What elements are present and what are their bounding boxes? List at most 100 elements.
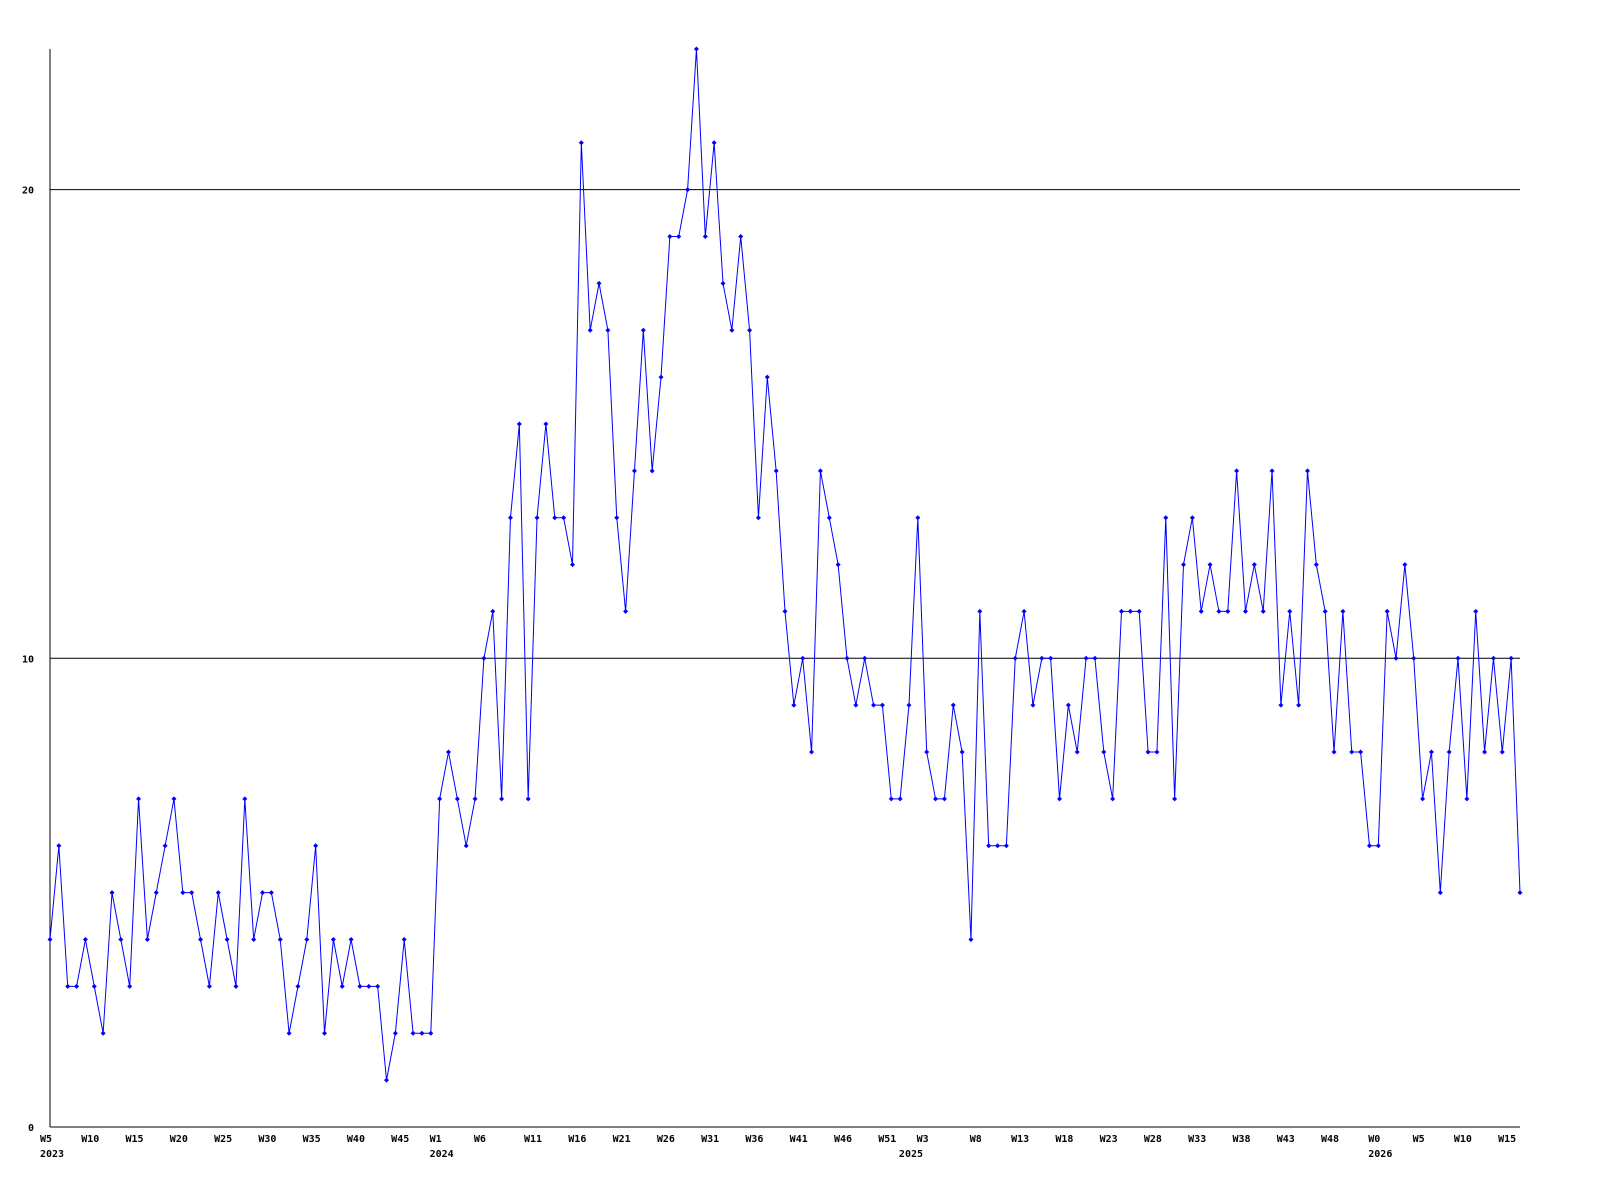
point xyxy=(685,187,691,193)
point xyxy=(755,515,761,521)
point xyxy=(738,233,744,239)
point xyxy=(1287,608,1293,614)
point xyxy=(1021,608,1027,614)
point xyxy=(127,983,133,989)
x-tick-label: W15 xyxy=(1498,1134,1516,1145)
point xyxy=(1296,702,1302,708)
point xyxy=(1101,749,1107,755)
point xyxy=(233,983,239,989)
point xyxy=(136,796,142,802)
point xyxy=(1384,608,1390,614)
x-tick-label: W38 xyxy=(1232,1134,1250,1145)
x-tick-label: W5 xyxy=(1413,1134,1425,1145)
point xyxy=(322,1030,328,1036)
point xyxy=(915,515,921,521)
point xyxy=(109,890,115,896)
point xyxy=(844,655,850,661)
point xyxy=(1251,562,1257,568)
point xyxy=(339,983,345,989)
point xyxy=(596,280,602,286)
point xyxy=(1057,796,1063,802)
point xyxy=(1119,608,1125,614)
x-tick-label: W28 xyxy=(1144,1134,1162,1145)
x-tick-label: W40 xyxy=(347,1134,365,1145)
point xyxy=(1242,608,1248,614)
point xyxy=(472,796,478,802)
x-tick-label: W30 xyxy=(258,1134,276,1145)
point xyxy=(1039,655,1045,661)
point xyxy=(56,843,62,849)
point xyxy=(1393,655,1399,661)
point xyxy=(268,890,274,896)
x-tick-label: W11 xyxy=(524,1134,542,1145)
point xyxy=(1189,515,1195,521)
point xyxy=(773,468,779,474)
point xyxy=(428,1030,434,1036)
x-tick-label: W18 xyxy=(1055,1134,1073,1145)
point xyxy=(569,562,575,568)
x-tick-label: W21 xyxy=(613,1134,631,1145)
y-tick-label: 0 xyxy=(28,1123,34,1134)
point xyxy=(384,1077,390,1083)
point xyxy=(357,983,363,989)
point xyxy=(1490,655,1496,661)
year-label: 2026 xyxy=(1368,1149,1392,1160)
point xyxy=(986,843,992,849)
x-tick-label: W6 xyxy=(474,1134,486,1145)
point xyxy=(499,796,505,802)
point xyxy=(375,983,381,989)
point xyxy=(490,608,496,614)
point xyxy=(1234,468,1240,474)
x-tick-label: W41 xyxy=(790,1134,808,1145)
point xyxy=(392,1030,398,1036)
point xyxy=(640,327,646,333)
point xyxy=(295,983,301,989)
point xyxy=(1340,608,1346,614)
point xyxy=(959,749,965,755)
point xyxy=(782,608,788,614)
x-tick-label: W3 xyxy=(917,1134,929,1145)
point xyxy=(454,796,460,802)
point xyxy=(1074,749,1080,755)
point xyxy=(313,843,319,849)
year-label: 2023 xyxy=(40,1149,64,1160)
point xyxy=(419,1030,425,1036)
point xyxy=(1269,468,1275,474)
point xyxy=(720,280,726,286)
x-tick-label: W35 xyxy=(303,1134,321,1145)
point xyxy=(1180,562,1186,568)
point xyxy=(206,983,212,989)
point xyxy=(91,983,97,989)
point xyxy=(933,796,939,802)
point xyxy=(1092,655,1098,661)
point xyxy=(445,749,451,755)
point xyxy=(47,937,53,943)
point xyxy=(1375,843,1381,849)
point xyxy=(100,1030,106,1036)
line xyxy=(49,48,1521,1081)
point xyxy=(835,562,841,568)
point xyxy=(711,140,717,146)
point xyxy=(1366,843,1372,849)
point xyxy=(1437,890,1443,896)
point xyxy=(153,890,159,896)
x-tick-label: W0 xyxy=(1368,1134,1380,1145)
point xyxy=(525,796,531,802)
x-tick-label: W13 xyxy=(1011,1134,1029,1145)
point xyxy=(897,796,903,802)
x-tick-label: W8 xyxy=(970,1134,982,1145)
point xyxy=(1225,608,1231,614)
point xyxy=(1322,608,1328,614)
point xyxy=(1198,608,1204,614)
point xyxy=(1402,562,1408,568)
year-label: 2025 xyxy=(899,1149,923,1160)
point xyxy=(251,937,257,943)
point xyxy=(924,749,930,755)
point xyxy=(543,421,549,427)
point xyxy=(1003,843,1009,849)
point xyxy=(242,796,248,802)
point xyxy=(1411,655,1417,661)
point xyxy=(1517,890,1523,896)
point xyxy=(587,327,593,333)
point xyxy=(1331,749,1337,755)
